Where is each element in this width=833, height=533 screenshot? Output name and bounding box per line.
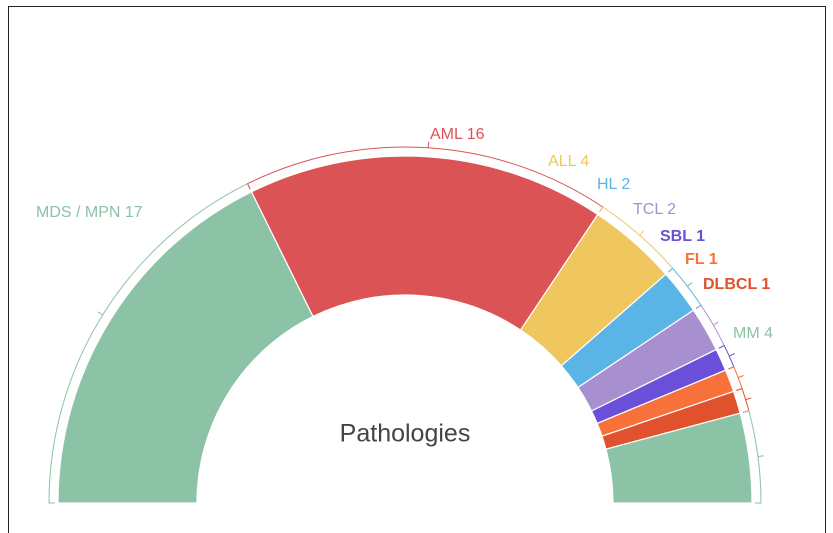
label-name: DLBCL: [703, 276, 757, 293]
label-value: 2: [621, 176, 630, 193]
segment-label: TCL 2: [633, 201, 676, 218]
label-bracket: [48, 183, 251, 504]
label-name: AML: [430, 126, 463, 143]
segment-label: MM 4: [733, 325, 773, 342]
segment-label: MDS / MPN 17: [36, 204, 143, 221]
label-value: 4: [764, 325, 773, 342]
label-value: 1: [696, 228, 705, 245]
segment-label: AML 16: [430, 126, 485, 143]
label-name: SBL: [660, 228, 692, 245]
label-bracket: [246, 141, 604, 213]
label-name: MM: [733, 325, 760, 342]
label-name: MDS / MPN: [36, 204, 120, 221]
label-bracket: [742, 410, 764, 504]
label-name: TCL: [633, 201, 663, 218]
segment-label: DLBCL 1: [703, 276, 770, 293]
label-value: 4: [580, 153, 589, 170]
label-value: 2: [667, 201, 676, 218]
donut-segment: [250, 155, 599, 331]
segment-label: FL 1: [685, 251, 718, 268]
label-name: ALL: [548, 153, 577, 170]
donut-segment: [57, 190, 314, 504]
arcs: [57, 155, 753, 504]
label-value: 1: [709, 251, 718, 268]
label-name: FL: [685, 251, 705, 268]
chart-title: Pathologies: [340, 420, 471, 448]
segment-label: HL 2: [597, 176, 630, 193]
frame: [8, 6, 826, 533]
segment-label: ALL 4: [548, 153, 589, 170]
donut-segment: [605, 412, 753, 504]
label-value: 17: [125, 204, 143, 221]
segment-label: SBL 1: [660, 228, 705, 245]
label-value: 1: [761, 276, 770, 293]
label-value: 16: [467, 126, 485, 143]
label-name: HL: [597, 176, 618, 193]
